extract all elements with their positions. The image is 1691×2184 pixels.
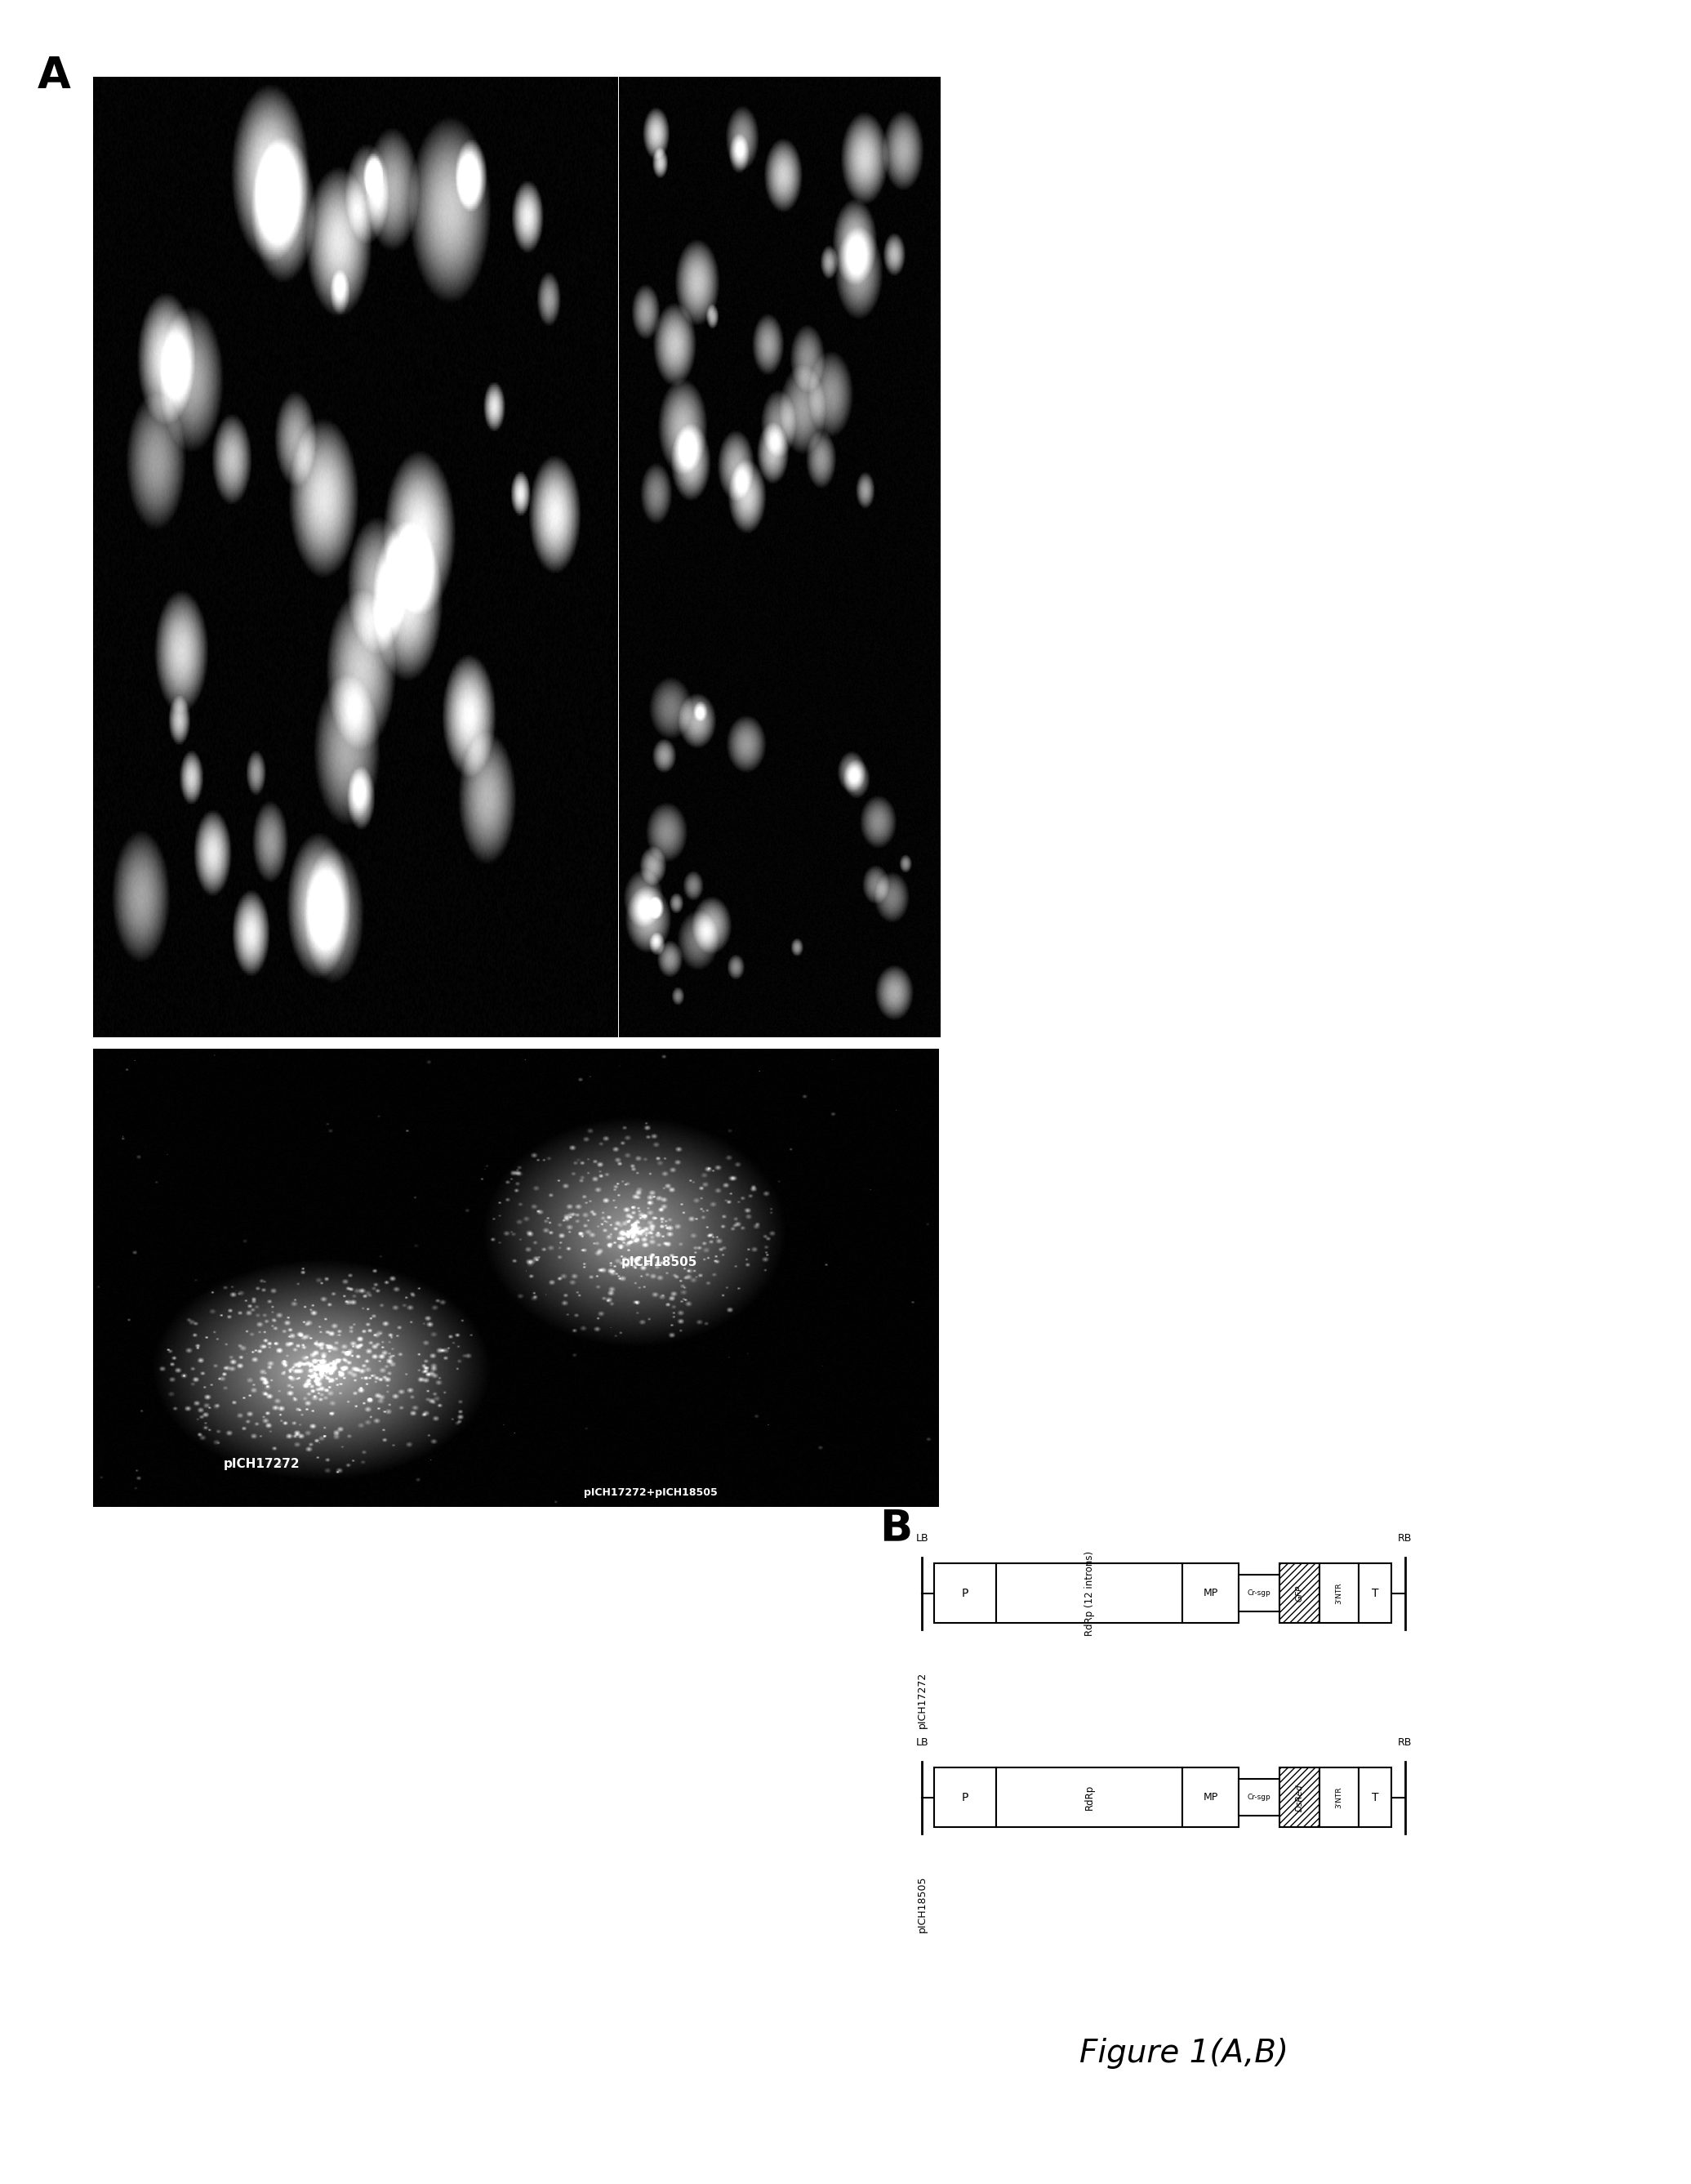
Bar xyxy=(996,1767,1182,1828)
Text: pICH17272: pICH17272 xyxy=(223,1459,301,1470)
Text: P: P xyxy=(962,1588,969,1599)
Text: pICH17272+pICH18505: pICH17272+pICH18505 xyxy=(583,1487,719,1498)
Text: pICH17272+pICH18505: pICH17272+pICH18505 xyxy=(34,461,47,653)
Bar xyxy=(933,1564,996,1623)
Text: T: T xyxy=(1371,1791,1378,1804)
Text: Cr-sgp: Cr-sgp xyxy=(1248,1793,1270,1802)
Text: RB: RB xyxy=(1398,1738,1412,1747)
Text: pICH17272: pICH17272 xyxy=(917,1671,927,1728)
Text: RB: RB xyxy=(1398,1533,1412,1544)
Bar xyxy=(1319,1767,1358,1828)
Bar xyxy=(1319,1564,1358,1623)
Text: 3'NTR: 3'NTR xyxy=(1336,1583,1343,1603)
Bar xyxy=(1182,1767,1240,1828)
Text: 3'NTR: 3'NTR xyxy=(1336,1787,1343,1808)
Bar xyxy=(933,1767,996,1828)
Text: Figure 1(A,B): Figure 1(A,B) xyxy=(1079,2038,1289,2068)
Bar xyxy=(996,1564,1182,1623)
Text: pICH18505: pICH18505 xyxy=(621,1256,698,1269)
Text: A: A xyxy=(37,55,71,96)
Bar xyxy=(1278,1564,1319,1623)
Text: LB: LB xyxy=(917,1533,928,1544)
Bar xyxy=(1278,1767,1319,1828)
Text: T: T xyxy=(1371,1588,1378,1599)
Text: P: P xyxy=(962,1791,969,1804)
Text: MP: MP xyxy=(1204,1793,1218,1802)
Text: RdRp (12 introns): RdRp (12 introns) xyxy=(1084,1551,1094,1636)
Text: DsRed: DsRed xyxy=(1295,1784,1304,1811)
Text: pICH18505: pICH18505 xyxy=(917,1876,927,1933)
Text: LB: LB xyxy=(917,1738,928,1747)
Bar xyxy=(1358,1767,1392,1828)
Text: B: B xyxy=(879,1507,911,1548)
Bar xyxy=(1358,1564,1392,1623)
Bar xyxy=(1240,1575,1278,1612)
Text: MP: MP xyxy=(1204,1588,1218,1599)
Bar xyxy=(1182,1564,1240,1623)
Text: Cr-sgp: Cr-sgp xyxy=(1248,1590,1270,1597)
Bar xyxy=(1240,1778,1278,1817)
Text: GFP: GFP xyxy=(1295,1586,1304,1601)
Text: RdRp: RdRp xyxy=(1084,1784,1094,1811)
